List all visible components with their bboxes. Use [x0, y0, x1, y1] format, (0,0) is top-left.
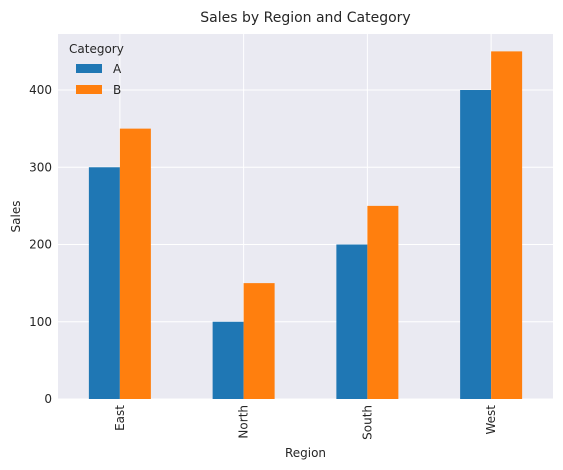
x-tick-label: East: [113, 405, 127, 431]
y-tick-label: 300: [29, 160, 52, 174]
y-tick-label: 0: [44, 392, 52, 406]
bar-east-a: [88, 167, 120, 399]
bar-north-a: [212, 321, 244, 399]
bar-north-b: [243, 283, 275, 399]
y-tick-label: 200: [29, 238, 52, 252]
bars: [88, 51, 523, 399]
legend-swatch-b: [76, 85, 102, 94]
y-tick-labels: 0 100 200 300 400: [29, 83, 52, 406]
bar-west-a: [460, 90, 492, 399]
legend: Category AB: [69, 42, 124, 97]
bar-west-b: [491, 51, 523, 399]
legend-items: AB: [76, 62, 122, 97]
x-tick-label: West: [484, 405, 498, 435]
bar-east-b: [119, 128, 151, 399]
x-tick-label: North: [237, 405, 251, 439]
x-tick-labels: East North South West: [113, 405, 498, 440]
legend-label-b: B: [113, 83, 121, 97]
y-axis-label: Sales: [9, 201, 23, 233]
y-tick-label: 100: [29, 315, 52, 329]
x-axis-label: Region: [285, 446, 326, 460]
y-tick-label: 400: [29, 83, 52, 97]
legend-label-a: A: [113, 62, 122, 76]
legend-title: Category: [69, 42, 124, 56]
chart-title: Sales by Region and Category: [200, 10, 410, 26]
bar-south-a: [336, 244, 368, 399]
legend-swatch-a: [76, 64, 102, 73]
bar-south-b: [367, 205, 399, 399]
x-tick-label: South: [360, 405, 374, 440]
